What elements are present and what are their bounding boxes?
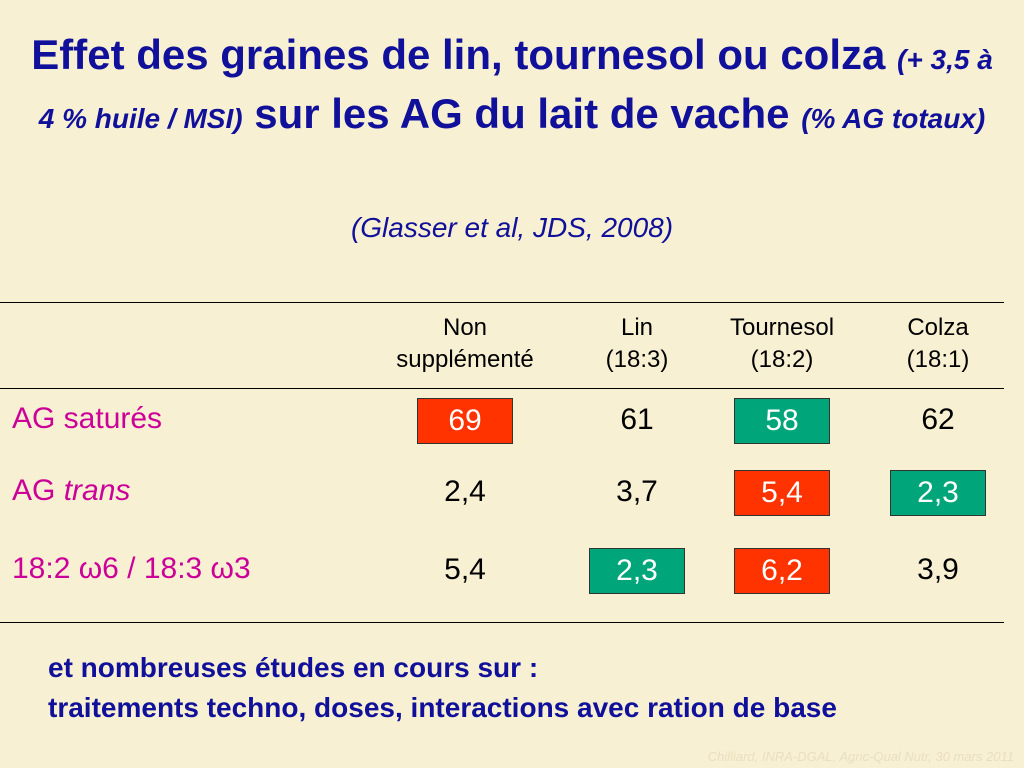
cell: 6,2 [734, 548, 830, 594]
row-label: AG saturés [12, 402, 162, 436]
column-header: Tournesol (18:2) [702, 312, 862, 376]
cell: 2,3 [890, 470, 986, 516]
header-line: Lin [620, 314, 654, 341]
cell: 62 [921, 403, 955, 436]
header-line: (18:1) [906, 346, 970, 373]
cell: 69 [417, 398, 513, 444]
label-part: 18:2 ω6 / 18:3 ω3 [12, 552, 251, 585]
title-text: sur les AG du lait de vache [254, 90, 790, 137]
cell: 61 [620, 403, 654, 436]
watermark: Chilliard, INRA-DGAL, Agric-Qual Nutr, 3… [707, 749, 1014, 764]
column-header: Non supplémenté [385, 312, 545, 376]
column-header: Lin (18:3) [557, 312, 717, 376]
cell: 3,9 [917, 553, 959, 586]
rule [0, 388, 1004, 389]
row-label: AG trans [12, 474, 130, 508]
header-line: Colza [907, 314, 969, 341]
rule [0, 622, 1004, 623]
rule [0, 302, 1004, 303]
header-line: (18:2) [750, 346, 814, 373]
cell: 5,4 [734, 470, 830, 516]
row-label: 18:2 ω6 / 18:3 ω3 [12, 552, 251, 586]
footer-line: traitements techno, doses, interactions … [48, 692, 837, 723]
cell: 58 [734, 398, 830, 444]
cell: 2,4 [444, 475, 486, 508]
column-header: Colza (18:1) [858, 312, 1018, 376]
header-line: supplémenté [396, 346, 534, 373]
footer-line: et nombreuses études en cours sur : [48, 652, 539, 683]
header-line: Non [442, 314, 488, 341]
header-line: (18:3) [605, 346, 669, 373]
title-note: (% AG totaux) [801, 103, 986, 134]
label-part: AG saturés [12, 402, 163, 435]
label-part: trans [63, 474, 131, 507]
title-note: (+ 3,5 à 4 % huile / MSI) [38, 44, 993, 134]
source: (Glasser et al, JDS, 2008) [350, 212, 674, 243]
cell: 3,7 [616, 475, 658, 508]
title-text: Effet des graines de lin, tournesol ou c… [31, 31, 886, 78]
label-part: AG [12, 474, 64, 507]
header-line: Tournesol [729, 314, 835, 341]
title: Effet des graines de lin, tournesol ou c… [20, 28, 1004, 146]
cell: 2,3 [589, 548, 685, 594]
cell: 5,4 [444, 553, 486, 586]
